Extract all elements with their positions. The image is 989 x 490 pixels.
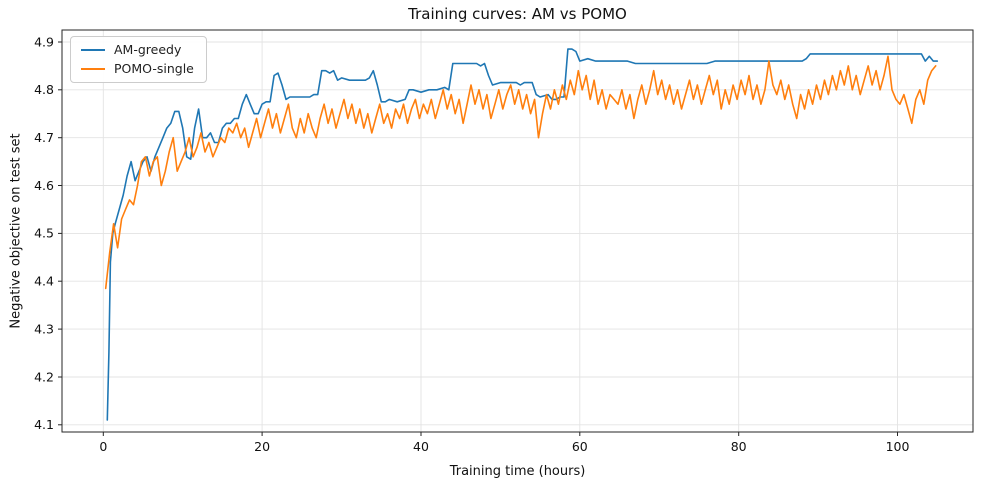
- plot-box: [61, 29, 974, 433]
- am-greedy-line-swatch: [81, 49, 105, 52]
- y-tick-label: 4.4: [34, 274, 54, 289]
- y-axis-label: Negative objective on test set: [8, 133, 24, 329]
- y-tick-label: 4.8: [34, 82, 54, 97]
- chart-title: Training curves: AM vs POMO: [408, 5, 627, 23]
- x-tick-label: 20: [254, 439, 270, 454]
- x-tick-label: 100: [886, 439, 910, 454]
- x-tick-label: 40: [413, 439, 429, 454]
- y-tick-label: 4.6: [34, 178, 54, 193]
- y-tick-label: 4.1: [34, 417, 54, 432]
- legend-item-pomo-single: POMO-single: [81, 60, 194, 76]
- series-line-am-greedy: [106, 48, 939, 421]
- legend: AM-greedy POMO-single: [70, 36, 207, 83]
- x-tick-label: 80: [731, 439, 747, 454]
- y-tick-label: 4.5: [34, 226, 54, 241]
- legend-label-pomo-single: POMO-single: [114, 60, 194, 76]
- y-tick-label: 4.3: [34, 321, 54, 336]
- y-tick-label: 4.9: [34, 34, 54, 49]
- x-axis-label: Training time (hours): [449, 464, 586, 479]
- legend-item-am-greedy: AM-greedy: [81, 42, 194, 57]
- legend-label-am-greedy: AM-greedy: [114, 42, 182, 57]
- x-tick-label: 60: [572, 439, 588, 454]
- series-line-pomo-single: [104, 55, 937, 290]
- pomo-single-line-swatch: [81, 67, 105, 70]
- y-tick-label: 4.2: [34, 369, 54, 384]
- y-tick-label: 4.7: [34, 130, 54, 145]
- x-tick-label: 0: [99, 439, 107, 454]
